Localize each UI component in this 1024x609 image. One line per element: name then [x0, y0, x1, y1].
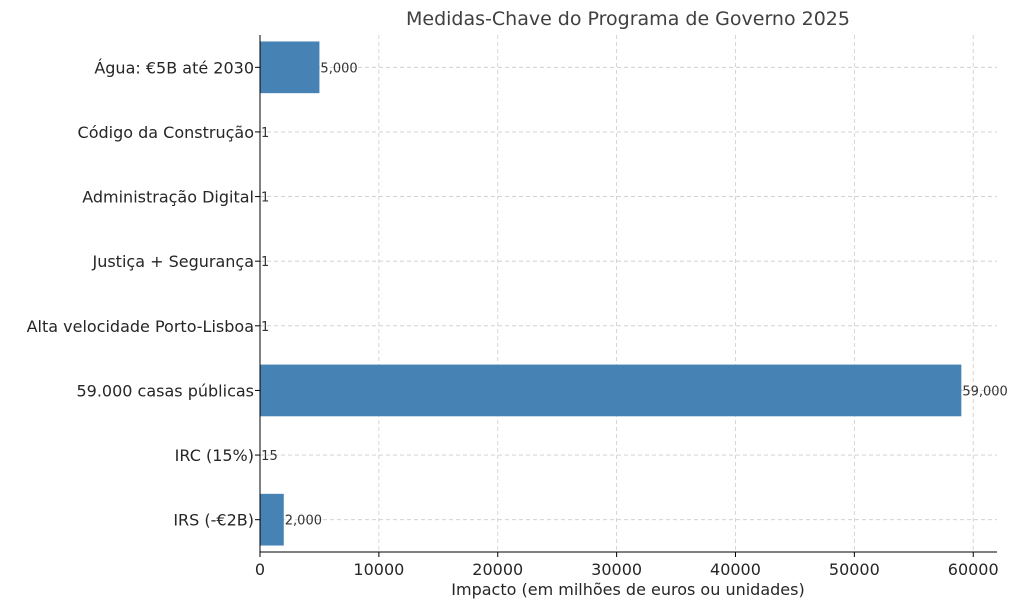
y-tick-label: Alta velocidade Porto-Lisboa — [27, 317, 254, 336]
axes — [255, 35, 997, 557]
x-tick-label: 30000 — [591, 560, 642, 579]
labels: 0 10000 20000 30000 40000 50000 60000 IRS (-€2B… — [27, 58, 1008, 579]
y-tick-label: IRC (15%) — [175, 446, 254, 465]
data-label: 2,000 — [285, 514, 322, 529]
data-label: 59,000 — [962, 384, 1008, 399]
y-tick-label: Administração Digital — [82, 188, 254, 207]
y-tick-label: IRS (-€2B) — [173, 511, 254, 530]
x-tick-label: 20000 — [472, 560, 523, 579]
data-label: 15 — [261, 449, 278, 464]
data-label: 1 — [261, 191, 269, 206]
y-tick-label: Justiça + Segurança — [91, 252, 254, 271]
x-tick-label: 50000 — [829, 560, 880, 579]
bar — [260, 493, 284, 546]
x-axis-label: Impacto (em milhões de euros ou unidades… — [451, 580, 804, 599]
x-tick-label: 40000 — [710, 560, 761, 579]
chart-title: Medidas-Chave do Programa de Governo 202… — [406, 8, 850, 30]
bar — [260, 364, 962, 417]
bar — [260, 41, 320, 94]
data-label: 5,000 — [320, 61, 357, 76]
x-tick-label: 60000 — [948, 560, 999, 579]
x-tick-label: 0 — [255, 560, 265, 579]
y-tick-label: Código da Construção — [78, 123, 254, 142]
y-tick-label: 59.000 casas públicas — [76, 381, 254, 400]
x-tick-label: 10000 — [353, 560, 404, 579]
data-label: 1 — [261, 320, 269, 335]
grid — [259, 35, 997, 552]
data-label: 1 — [261, 126, 269, 141]
data-label: 1 — [261, 255, 269, 270]
y-tick-label: Água: €5B até 2030 — [94, 58, 254, 77]
bars — [260, 41, 962, 546]
